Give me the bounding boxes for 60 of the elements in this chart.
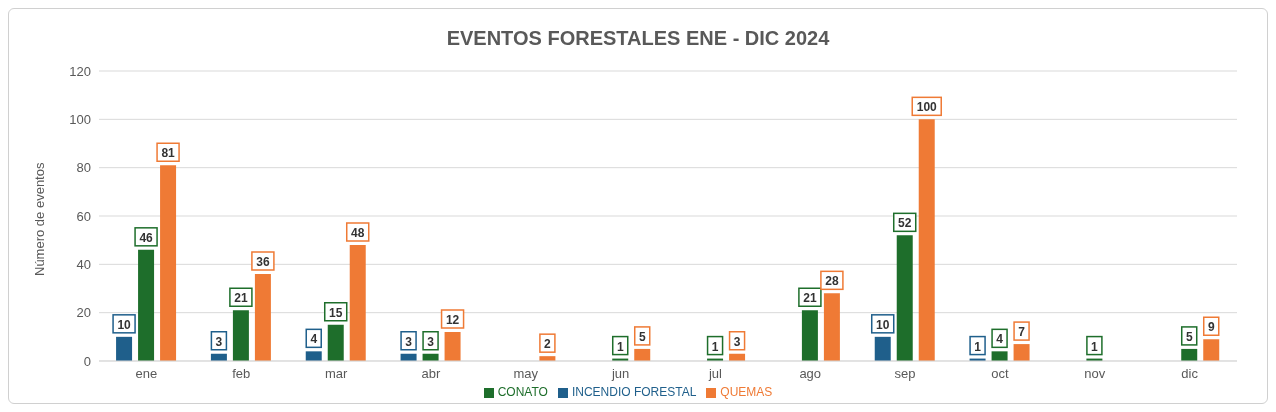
bar — [444, 332, 461, 361]
x-tick-label: abr — [421, 366, 441, 382]
y-axis-title: Número de eventos — [31, 162, 47, 276]
data-label: 52 — [898, 216, 912, 231]
bar — [349, 245, 366, 361]
data-label: 9 — [1207, 320, 1215, 335]
data-label: 36 — [256, 255, 270, 269]
data-label: 10 — [876, 317, 890, 332]
y-tick-label: 60 — [76, 208, 91, 224]
legend-label: QUEMAS — [720, 385, 773, 399]
data-label: 7 — [1018, 325, 1026, 340]
data-label: 46 — [139, 230, 154, 245]
bar — [254, 274, 271, 361]
legend-label: CONATO — [497, 385, 548, 399]
bar — [801, 310, 818, 361]
data-label: 3 — [733, 334, 741, 349]
x-tick-label: mar — [324, 366, 348, 382]
data-label: 2 — [544, 337, 552, 352]
data-label: 15 — [329, 305, 343, 320]
data-label: 1 — [616, 339, 624, 354]
y-tick-label: 100 — [69, 111, 91, 127]
data-label: 100 — [916, 100, 938, 115]
y-tick-label: 20 — [76, 305, 91, 321]
x-tick-label: nov — [1084, 366, 1106, 382]
x-tick-label: jul — [707, 366, 723, 382]
y-tick-label: 40 — [76, 256, 91, 272]
legend-label: INCENDIO FORESTAL — [571, 385, 697, 399]
data-label: 5 — [638, 329, 646, 344]
x-tick-label: feb — [232, 366, 251, 382]
x-tick-label: sep — [894, 366, 916, 382]
chart-title: EVENTOS FORESTALES ENE - DIC 2024 — [445, 26, 831, 51]
data-label: 4 — [996, 332, 1004, 347]
y-tick-label: 80 — [76, 160, 91, 176]
data-label: 5 — [1185, 329, 1193, 344]
data-label: 10 — [117, 317, 132, 332]
bar — [232, 310, 249, 361]
data-label: 21 — [234, 291, 248, 306]
y-tick-label: 0 — [83, 353, 91, 369]
data-label: 3 — [405, 334, 413, 349]
bar — [1203, 339, 1220, 361]
x-tick-label: ago — [799, 366, 822, 382]
data-label: 81 — [161, 146, 176, 161]
data-label: 3 — [215, 334, 223, 349]
bar — [160, 165, 177, 361]
data-label: 4 — [310, 332, 318, 347]
data-label: 1 — [974, 339, 982, 354]
x-tick-label: dic — [1181, 366, 1199, 382]
y-tick-label: 120 — [69, 63, 91, 79]
bar — [1013, 344, 1030, 361]
x-tick-label: may — [513, 366, 539, 382]
data-label: 12 — [445, 313, 460, 327]
data-label: 1 — [711, 339, 719, 354]
data-label: 21 — [803, 291, 817, 306]
data-label: 1 — [1091, 339, 1099, 354]
x-tick-label: oct — [991, 366, 1009, 382]
data-label: 48 — [351, 226, 365, 240]
x-tick-label: ene — [135, 366, 158, 382]
x-tick-label: jun — [610, 366, 630, 382]
data-label: 3 — [427, 334, 435, 349]
data-label: 28 — [825, 274, 839, 289]
